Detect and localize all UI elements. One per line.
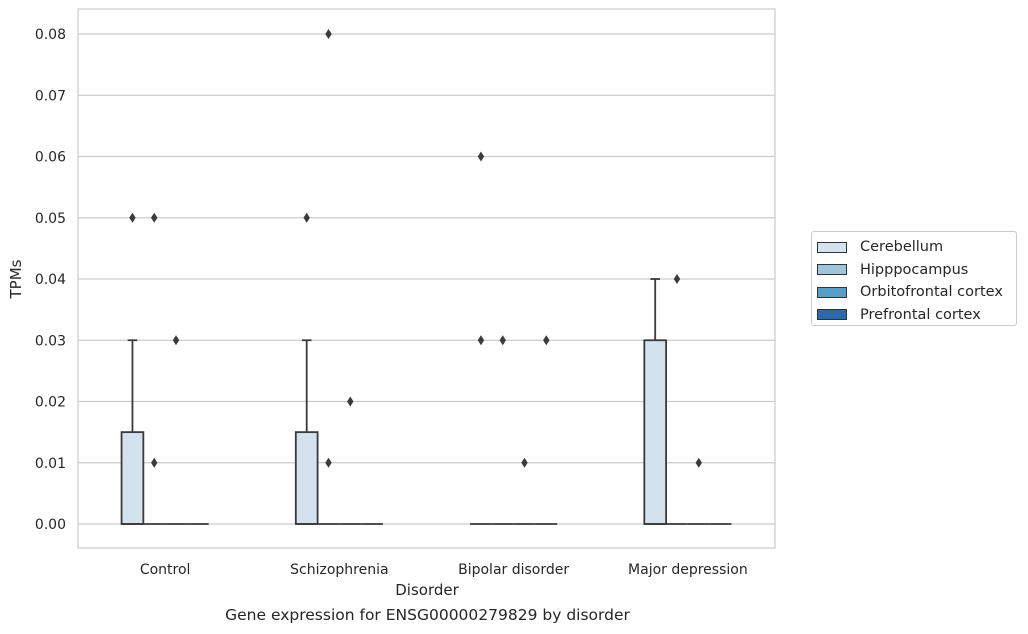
outlier-point	[499, 335, 506, 346]
y-tick-label: 0.07	[35, 88, 66, 104]
y-tick-label: 0.06	[35, 150, 66, 166]
y-tick-label: 0.00	[35, 517, 66, 533]
x-tick-label: Bipolar disorder	[458, 562, 569, 578]
legend-label: Orbitofrontal cortex	[860, 284, 1003, 301]
outlier-point	[543, 335, 550, 346]
box-body	[120, 431, 145, 525]
outlier-point	[347, 396, 354, 407]
legend: Cerebellum Hipppocampus Orbitofrontal cort…	[811, 231, 1017, 326]
y-tick-labels: 0.00 0.01 0.02 0.03 0.04 0.05 0.06 0.07 0.08	[35, 27, 66, 533]
grid-layer	[78, 33, 775, 525]
outlier-point	[151, 212, 158, 223]
outlier-point	[151, 457, 158, 468]
outlier-point	[477, 151, 485, 162]
y-tick-label: 0.04	[35, 272, 66, 288]
figure-caption: Gene expression for ENSG00000279829 by d…	[225, 606, 630, 624]
box-cerebellum	[120, 339, 145, 525]
box-cerebellum	[294, 339, 319, 525]
legend-swatch	[817, 286, 847, 298]
x-tick-label: Major depression	[628, 562, 748, 578]
outlier-point	[129, 212, 136, 223]
legend-swatch	[817, 241, 847, 253]
x-axis-label: Disorder	[395, 581, 459, 599]
legend-swatch	[817, 264, 847, 276]
legend-label: Hipppocampus	[860, 261, 969, 278]
y-tick-label: 0.08	[35, 27, 66, 43]
legend-item: Hipppocampus	[817, 259, 1016, 282]
legend-label: Prefrontal cortex	[860, 306, 981, 323]
legend-label: Cerebellum	[860, 239, 944, 256]
x-tick-label: Control	[140, 562, 191, 578]
y-tick-label: 0.02	[35, 395, 66, 411]
outlier-point	[695, 457, 702, 468]
y-tick-label: 0.01	[35, 456, 66, 472]
outlier-point	[303, 212, 310, 223]
outliers-layer	[129, 29, 702, 468]
box-body	[294, 431, 319, 525]
legend-item: Cerebellum	[817, 236, 1016, 259]
outlier-point	[172, 335, 180, 346]
boxes-layer	[120, 278, 732, 525]
legend-swatch	[817, 309, 847, 321]
legend-item: Orbitofrontal cortex	[817, 281, 1016, 304]
outlier-point	[521, 457, 528, 468]
plot-frame	[77, 8, 776, 549]
outlier-point	[325, 457, 332, 468]
x-tick-label: Schizophrenia	[290, 562, 388, 578]
outlier-point	[477, 335, 485, 346]
box-body	[643, 339, 667, 525]
x-tick-labels: Control Schizophrenia Bipolar disorder Majo…	[140, 562, 748, 578]
y-tick-label: 0.05	[35, 211, 66, 227]
y-axis-label: TPMs	[7, 259, 25, 299]
outlier-point	[673, 274, 681, 284]
legend-item: Prefrontal cortex	[817, 304, 1016, 327]
box-cerebellum	[643, 278, 667, 525]
y-tick-label: 0.03	[35, 333, 66, 349]
outlier-point	[325, 29, 332, 39]
